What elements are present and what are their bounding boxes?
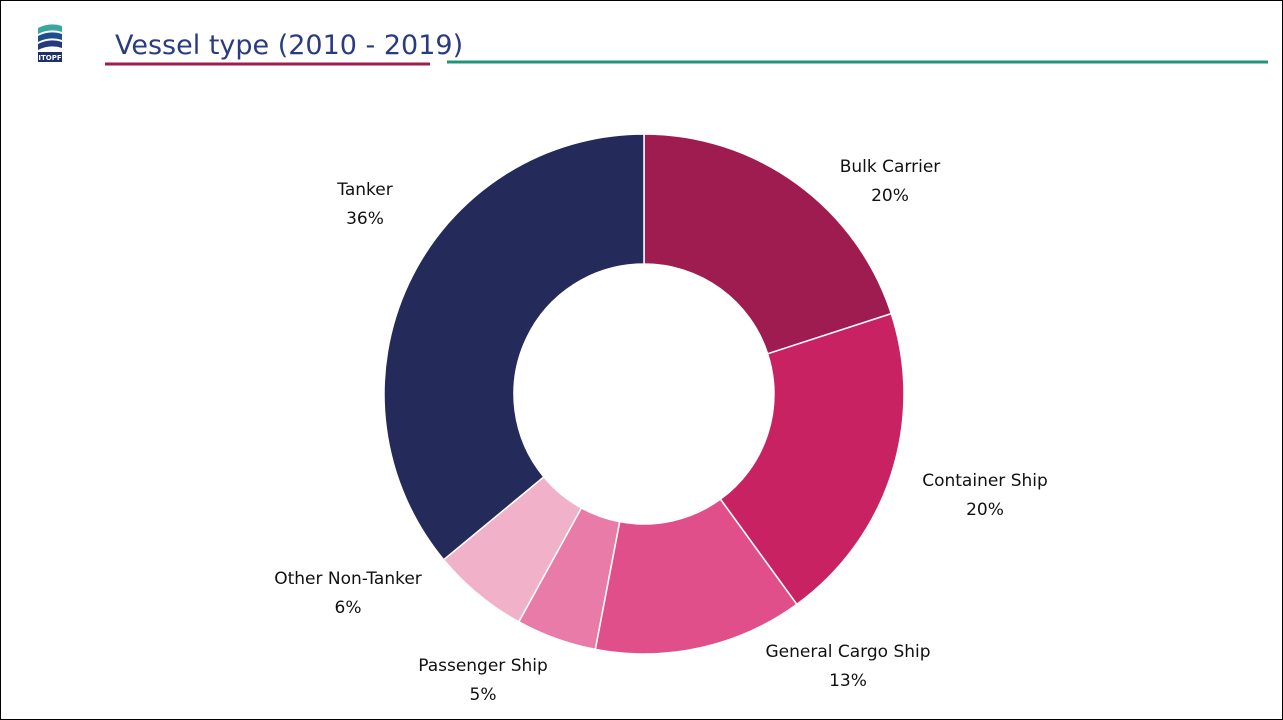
slice-value-label: 20% bbox=[871, 186, 909, 206]
logo-base bbox=[38, 52, 62, 62]
logo-wave bbox=[38, 40, 62, 50]
logo-text: ITOPF bbox=[38, 54, 61, 62]
slice-category-label: Bulk Carrier bbox=[840, 157, 941, 177]
slice-category-label: Container Ship bbox=[922, 471, 1048, 491]
logo: ITOPF bbox=[38, 24, 62, 62]
donut-chart: Bulk Carrier 20% Container Ship 20% General … bbox=[274, 133, 1048, 705]
slice-category-label: Passenger Ship bbox=[418, 656, 548, 676]
slice-value-label: 20% bbox=[966, 500, 1004, 520]
logo-wave bbox=[38, 24, 62, 34]
chart-title: Vessel type (2010 - 2019) bbox=[115, 30, 463, 61]
slice bbox=[383, 133, 645, 561]
slice-value-label: 6% bbox=[335, 598, 362, 618]
slice-value-label: 13% bbox=[829, 671, 867, 691]
slice bbox=[643, 133, 893, 355]
slice bbox=[719, 312, 905, 606]
slice-category-label: Other Non-Tanker bbox=[274, 569, 422, 589]
slice-value-label: 5% bbox=[470, 685, 497, 705]
logo-wave bbox=[38, 32, 62, 42]
slice-value-label: 36% bbox=[346, 209, 384, 229]
slice-category-label: General Cargo Ship bbox=[765, 642, 930, 662]
slice-category-label: Tanker bbox=[336, 180, 392, 200]
